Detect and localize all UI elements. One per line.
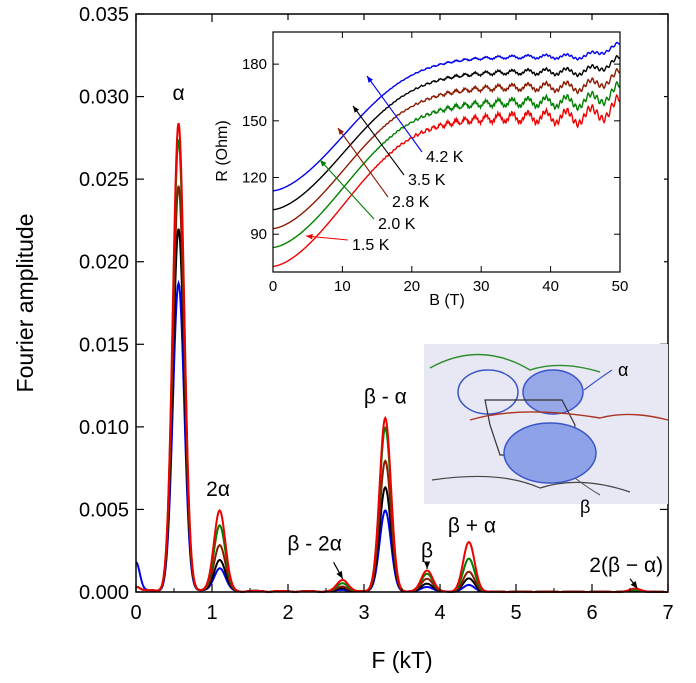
legend-arrow-line: [319, 159, 375, 220]
open-orbit-top: [429, 353, 601, 373]
legend-arrow-head: [320, 160, 327, 167]
inset-curves: [272, 41, 621, 268]
x-tick-label: 2: [282, 602, 293, 624]
legend-arrow-head: [338, 128, 344, 135]
alpha-pointer: [583, 369, 613, 391]
fermi-surface-schematic: α β: [424, 344, 669, 517]
y-tick-label: 0.020: [79, 252, 129, 274]
x-tick-label: 0: [130, 602, 141, 624]
legend-label: 1.5 K: [352, 237, 390, 254]
inset-y-tick-label: 150: [242, 113, 267, 130]
inset-y-axis-title: R (Ohm): [214, 120, 231, 181]
inset-x-axis-title: B (T): [429, 292, 465, 309]
peak-label: β - 2α: [287, 533, 342, 556]
x-tick-label: 6: [586, 602, 597, 624]
alpha-orbit-pocket: [522, 369, 584, 415]
y-tick-label: 0.000: [79, 582, 129, 604]
y-tick-label: 0.035: [79, 4, 129, 26]
main-annotations: α 2α β - 2α β - α β β + α 2(β − α): [172, 82, 663, 590]
legend-arrow-line: [366, 75, 423, 153]
x-tick-label: 4: [434, 602, 445, 624]
inset-x-tick-label: 40: [542, 278, 559, 295]
resistance-line: [272, 41, 621, 192]
resistance-line: [272, 68, 621, 230]
inset-x-tick-label: 10: [334, 278, 351, 295]
annotation-arrow-head: [423, 561, 431, 569]
peak-label: β: [421, 539, 433, 562]
inset-plot-frame: [272, 31, 621, 273]
open-orbit-bottom: [431, 475, 631, 493]
legend-arrow-line: [305, 235, 349, 241]
resistance-line: [272, 81, 621, 249]
y-axis-title: Fourier amplitude: [12, 214, 38, 393]
x-tick-label: 3: [358, 602, 369, 624]
inset-x-tick-label: 50: [612, 278, 629, 295]
x-tick-label: 1: [206, 602, 217, 624]
legend-label: 3.5 K: [408, 172, 446, 189]
resistance-line: [272, 55, 621, 211]
y-tick-label: 0.025: [79, 169, 129, 191]
peak-label: β + α: [448, 515, 496, 538]
x-tick-label: 5: [510, 602, 521, 624]
main-ticks: 0 1 2 3 4 5 6 7 0.000 0.005 0.010 0.015 0.020 0.025 0.…: [79, 4, 674, 624]
inset-legend: 4.2 K 3.5 K 2.8 K 2.0 K 1.5 K: [305, 75, 464, 254]
legend-label: 2.0 K: [378, 216, 416, 233]
legend-label: 2.8 K: [392, 194, 430, 211]
legend-arrow-line: [352, 105, 405, 176]
legend-arrow-head: [353, 106, 360, 113]
y-tick-label: 0.015: [79, 334, 129, 356]
inset-y-tick-label: 90: [250, 226, 267, 243]
inset-x-tick-label: 30: [473, 278, 490, 295]
schematic-alpha-label: α: [618, 360, 628, 380]
inset-x-tick-label: 20: [403, 278, 420, 295]
beta-pointer: [574, 477, 601, 496]
legend-arrow-head: [306, 233, 313, 240]
peak-label: 2α: [206, 478, 230, 501]
annotation-arrow-head: [336, 570, 343, 579]
inset-y-tick-label: 120: [242, 170, 267, 187]
legend-arrow-line: [337, 127, 389, 198]
y-tick-label: 0.030: [79, 87, 129, 109]
annotation-arrow-head: [630, 580, 638, 589]
open-orbit-middle: [469, 411, 669, 421]
inset-ticks: 0 10 20 30 40 50 90 120 150 180: [242, 32, 628, 295]
peak-label: 2(β − α): [589, 554, 663, 577]
inset-x-tick-label: 0: [269, 278, 277, 295]
legend-label: 4.2 K: [426, 149, 464, 166]
beta-orbit: [503, 422, 597, 484]
inset-y-tick-label: 180: [242, 56, 267, 73]
y-tick-label: 0.010: [79, 417, 129, 439]
schematic-beta-label: β: [580, 497, 590, 517]
legend-arrow-head: [367, 76, 373, 83]
peak-label: α: [172, 82, 184, 105]
resistance-line: [272, 94, 621, 268]
x-tick-label: 7: [662, 602, 673, 624]
peak-label: β - α: [364, 386, 407, 409]
y-tick-label: 0.005: [79, 499, 129, 521]
x-axis-title: F (kT): [371, 647, 432, 673]
